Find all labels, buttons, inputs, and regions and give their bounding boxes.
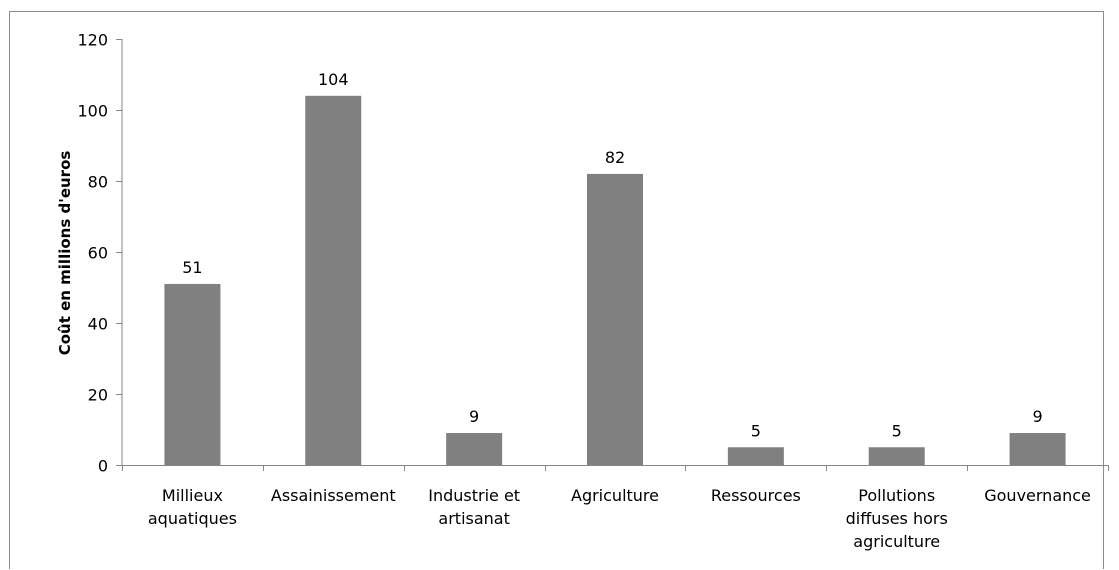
bar [305,95,362,466]
x-category-label: agriculture [853,532,940,551]
y-tick-label: 0 [98,457,108,476]
x-category-label: Ressources [711,486,801,505]
data-label: 9 [1032,407,1042,426]
data-labels: 51 104 9 82 5 5 9 [182,70,1042,440]
data-label: 9 [469,407,479,426]
x-category-label: artisanat [438,509,509,528]
x-category-label: Gouvernance [984,486,1091,505]
x-category-label: aquatiques [148,509,237,528]
data-label: 5 [751,421,761,440]
data-label: 82 [605,148,625,167]
y-axis: 0 20 40 60 80 100 120 [77,31,123,476]
data-label: 104 [318,70,349,89]
x-category-label: Agriculture [571,486,659,505]
data-label: 5 [892,421,902,440]
bars [164,95,1066,466]
data-label: 51 [182,258,202,277]
y-tick-label: 40 [88,315,108,334]
y-axis-title: Coût en millions d'euros [56,151,74,356]
y-tick-label: 60 [88,244,108,263]
y-tick-label: 20 [88,386,108,405]
x-category-label: Assainissement [271,486,396,505]
x-category-label: Industrie et [428,486,520,505]
bar [446,433,503,465]
bar [1009,433,1066,465]
x-category-label: diffuses hors [846,509,948,528]
bar [164,283,221,465]
bar [587,173,643,465]
y-tick-label: 100 [77,102,108,121]
category-labels: Millieux aquatiques Assainissement Industri… [148,486,1091,551]
y-tick-label: 80 [88,173,108,192]
x-category-label: Pollutions [858,486,935,505]
y-tick-label: 120 [77,31,108,50]
x-category-label: Millieux [162,486,223,505]
x-axis [122,465,1109,471]
bar [868,447,925,465]
bar [727,447,784,465]
